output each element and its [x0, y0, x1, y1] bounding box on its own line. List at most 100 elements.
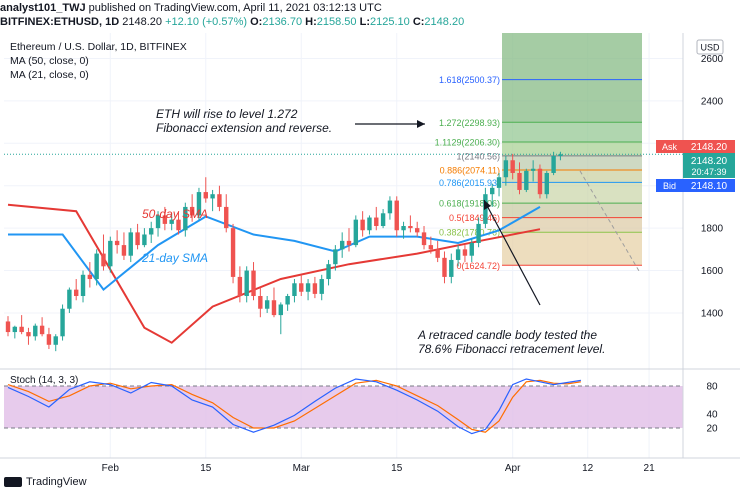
candle-body [183, 206, 188, 231]
currency-badge[interactable] [696, 39, 724, 55]
candle-body [189, 206, 195, 216]
time-tick-label: Feb [102, 463, 120, 474]
time-tick-label: 21 [644, 463, 656, 474]
arrow-head-icon [484, 200, 491, 210]
candle-body [510, 160, 515, 173]
fib-zone [502, 169, 642, 183]
candle-body [442, 257, 447, 277]
stoch-k-line [7, 378, 581, 435]
candle-body [155, 215, 161, 229]
candle-body [149, 228, 154, 235]
last-price-tag: 2148.20 [691, 156, 728, 167]
candle-body [258, 296, 263, 309]
candle-body [387, 200, 393, 214]
fib-level-label: 0.886(2074.11) [440, 165, 500, 175]
fib-level-label: 1.1129(2206.30) [435, 137, 500, 147]
legend-ma50: MA (50, close, 0) [10, 55, 89, 67]
published-info: published on TradingView.com, April 11, … [88, 2, 382, 14]
bid-label: Bid [663, 181, 676, 191]
candle-body [435, 249, 440, 258]
candle-body [449, 259, 454, 277]
candle-body [128, 232, 133, 256]
candle-body [5, 321, 11, 333]
high-value: 2158.50 [316, 16, 357, 28]
fib-level-label: 0(1624.72) [456, 261, 500, 271]
candle-body [469, 242, 474, 256]
open-label: O: [250, 16, 263, 28]
ask-label-box [656, 140, 683, 153]
annotation-arrow-2 [483, 199, 541, 306]
countdown-timer: 20:47:39 [691, 167, 726, 177]
publish-line: analyst101_TWJ published on TradingView.… [0, 1, 740, 15]
price-tick-label: 2600 [701, 54, 724, 65]
candle-body [121, 245, 127, 256]
candle-body [271, 300, 277, 316]
candle-body [346, 240, 352, 246]
candle-body [67, 289, 72, 309]
price-change: +12.10 (+0.57%) [165, 16, 248, 28]
candle-body [537, 168, 543, 195]
candle-body [87, 274, 93, 280]
fib-level-label: 0.786(2015.93) [439, 178, 500, 188]
candle-body [19, 326, 24, 333]
bid-price: 2148.10 [691, 181, 728, 192]
ohlc-line: BITFINEX:ETHUSD, 1D 2148.20 +12.10 (+0.5… [0, 15, 740, 29]
ask-price-box [683, 140, 735, 153]
candle-body [401, 226, 406, 231]
fib-level-label: 0.5(1849.46) [449, 213, 500, 223]
candle-body [108, 240, 113, 267]
candle-body [203, 192, 208, 199]
close-value: 2148.20 [424, 16, 465, 28]
stoch-tick-label: 40 [706, 410, 718, 421]
candle-body [353, 219, 359, 246]
candle-body [278, 304, 283, 316]
candle-body [558, 154, 563, 157]
stoch-d-line [7, 379, 581, 433]
time-tick-label: Apr [505, 463, 521, 474]
fib-zone [502, 217, 642, 233]
fib-level-label: 1.272(2298.93) [439, 118, 500, 128]
time-tick-label: Mar [293, 463, 311, 474]
tradingview-logo-icon [4, 477, 22, 487]
candle-body [490, 187, 495, 195]
open-value: 2136.70 [262, 16, 303, 28]
annotation-21day-sma: 21-day SMA [141, 251, 208, 265]
time-tick-label: 15 [391, 463, 403, 474]
footer-brand: TradingView [26, 476, 87, 488]
bid-label-box [656, 179, 683, 192]
candle-body [476, 223, 481, 243]
fib-zone [502, 122, 642, 142]
candle-body [503, 160, 509, 178]
candle-body [285, 296, 290, 305]
publisher-name[interactable]: analyst101_TWJ [0, 2, 86, 14]
candle-body [60, 308, 65, 337]
price-tick-label: 2400 [701, 96, 724, 107]
fib-zone [502, 141, 642, 156]
candle-body [217, 194, 222, 207]
candle-body [101, 253, 106, 267]
time-tick-label: 15 [200, 463, 212, 474]
candle-body [380, 213, 386, 227]
candle-body [415, 228, 420, 233]
legend-ma21: MA (21, close, 0) [10, 69, 89, 81]
candle-body [53, 336, 58, 345]
candle-body [135, 232, 140, 246]
candle-body [12, 326, 18, 333]
candle-body [46, 334, 52, 345]
last-price-box [683, 153, 735, 178]
fib-trend-line [579, 170, 641, 273]
candle-body [326, 264, 331, 280]
price-tick-label: 1400 [701, 308, 724, 319]
ma21-line [8, 206, 541, 292]
candle-body [530, 168, 536, 171]
annotation-eth-text-2: Fibonacci extension and reverse. [156, 121, 332, 135]
candle-body [292, 283, 297, 297]
fib-level-label: 0.382(1780.76) [439, 228, 500, 238]
legend-title: Ethereum / U.S. Dollar, 1D, BITFINEX [10, 41, 187, 53]
candle-body [176, 219, 181, 231]
candle-body [319, 279, 324, 294]
candle-body [210, 194, 215, 199]
bid-price-box [683, 179, 735, 192]
annotation-eth-text-1: ETH will rise to level 1.272 [156, 107, 298, 121]
